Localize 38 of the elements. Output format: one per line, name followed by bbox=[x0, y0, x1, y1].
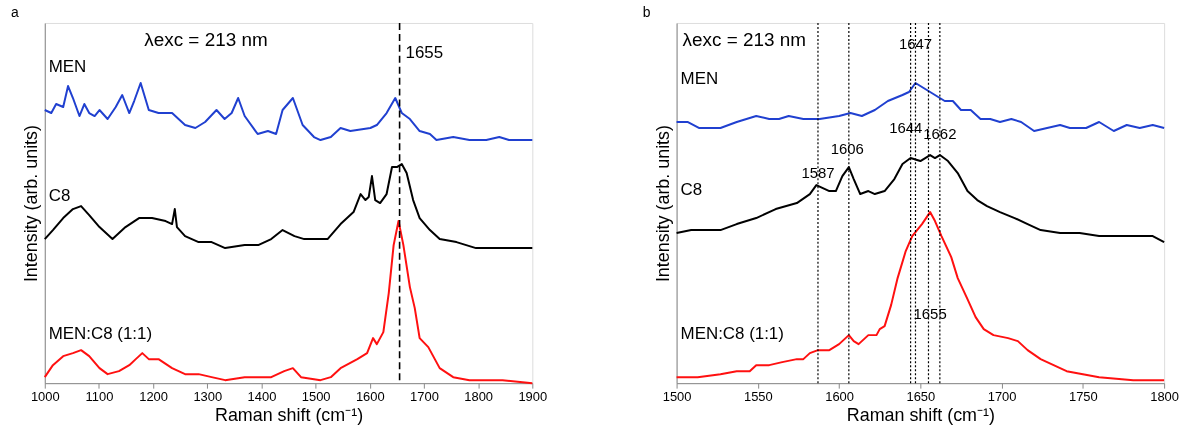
x-tick-label: 1300 bbox=[193, 388, 223, 404]
chart-title: b bbox=[642, 4, 651, 21]
x-tick-label: 1600 bbox=[825, 388, 854, 404]
x-tick-label: 1700 bbox=[987, 388, 1017, 404]
x-tick-label: 1650 bbox=[906, 388, 936, 404]
series-label: C8 bbox=[48, 185, 71, 205]
annotation: 1655 bbox=[913, 305, 947, 323]
annotation: 1644 bbox=[889, 119, 923, 136]
series-label: MEN:C8 (1:1) bbox=[48, 323, 153, 343]
x-tick-label: 1550 bbox=[743, 388, 773, 404]
annotation: 1587 bbox=[801, 164, 835, 182]
x-axis-title: Raman shift (cm⁻¹) bbox=[214, 405, 364, 426]
annotation: 1606 bbox=[830, 140, 864, 158]
text: λexc = 213 nm bbox=[144, 28, 268, 50]
series-label: MEN:C8 (1:1) bbox=[680, 323, 784, 343]
x-tick-label: 1000 bbox=[30, 388, 60, 404]
annotation: 1647 bbox=[898, 34, 933, 52]
x-tick-label: 1800 bbox=[1150, 388, 1179, 404]
x-tick-label: 1500 bbox=[662, 388, 692, 404]
chart-title: a bbox=[10, 4, 19, 21]
x-axis-title: Raman shift (cm⁻¹) bbox=[846, 405, 995, 426]
x-tick-label: 1900 bbox=[518, 388, 548, 404]
x-tick-label: 1700 bbox=[410, 388, 439, 404]
series-label: MEN bbox=[48, 56, 87, 76]
x-tick-label: 1100 bbox=[85, 388, 114, 404]
x-tick-label: 1750 bbox=[1068, 388, 1098, 404]
series-label: C8 bbox=[680, 179, 703, 199]
text: λexc = 213 nm bbox=[682, 28, 806, 50]
x-tick-label: 1500 bbox=[301, 388, 331, 404]
ref-line-label: 1655 bbox=[405, 42, 444, 62]
x-tick-label: 1400 bbox=[247, 388, 277, 404]
y-axis-title: Intensity (arb. units) bbox=[21, 125, 42, 283]
x-tick-label: 1200 bbox=[139, 388, 168, 404]
x-tick-label: 1600 bbox=[355, 388, 385, 404]
y-axis-title: Intensity (arb. units) bbox=[653, 125, 674, 283]
x-tick-label: 1800 bbox=[464, 388, 494, 404]
text: MEN bbox=[680, 68, 719, 88]
annotation: 1662 bbox=[923, 125, 957, 142]
